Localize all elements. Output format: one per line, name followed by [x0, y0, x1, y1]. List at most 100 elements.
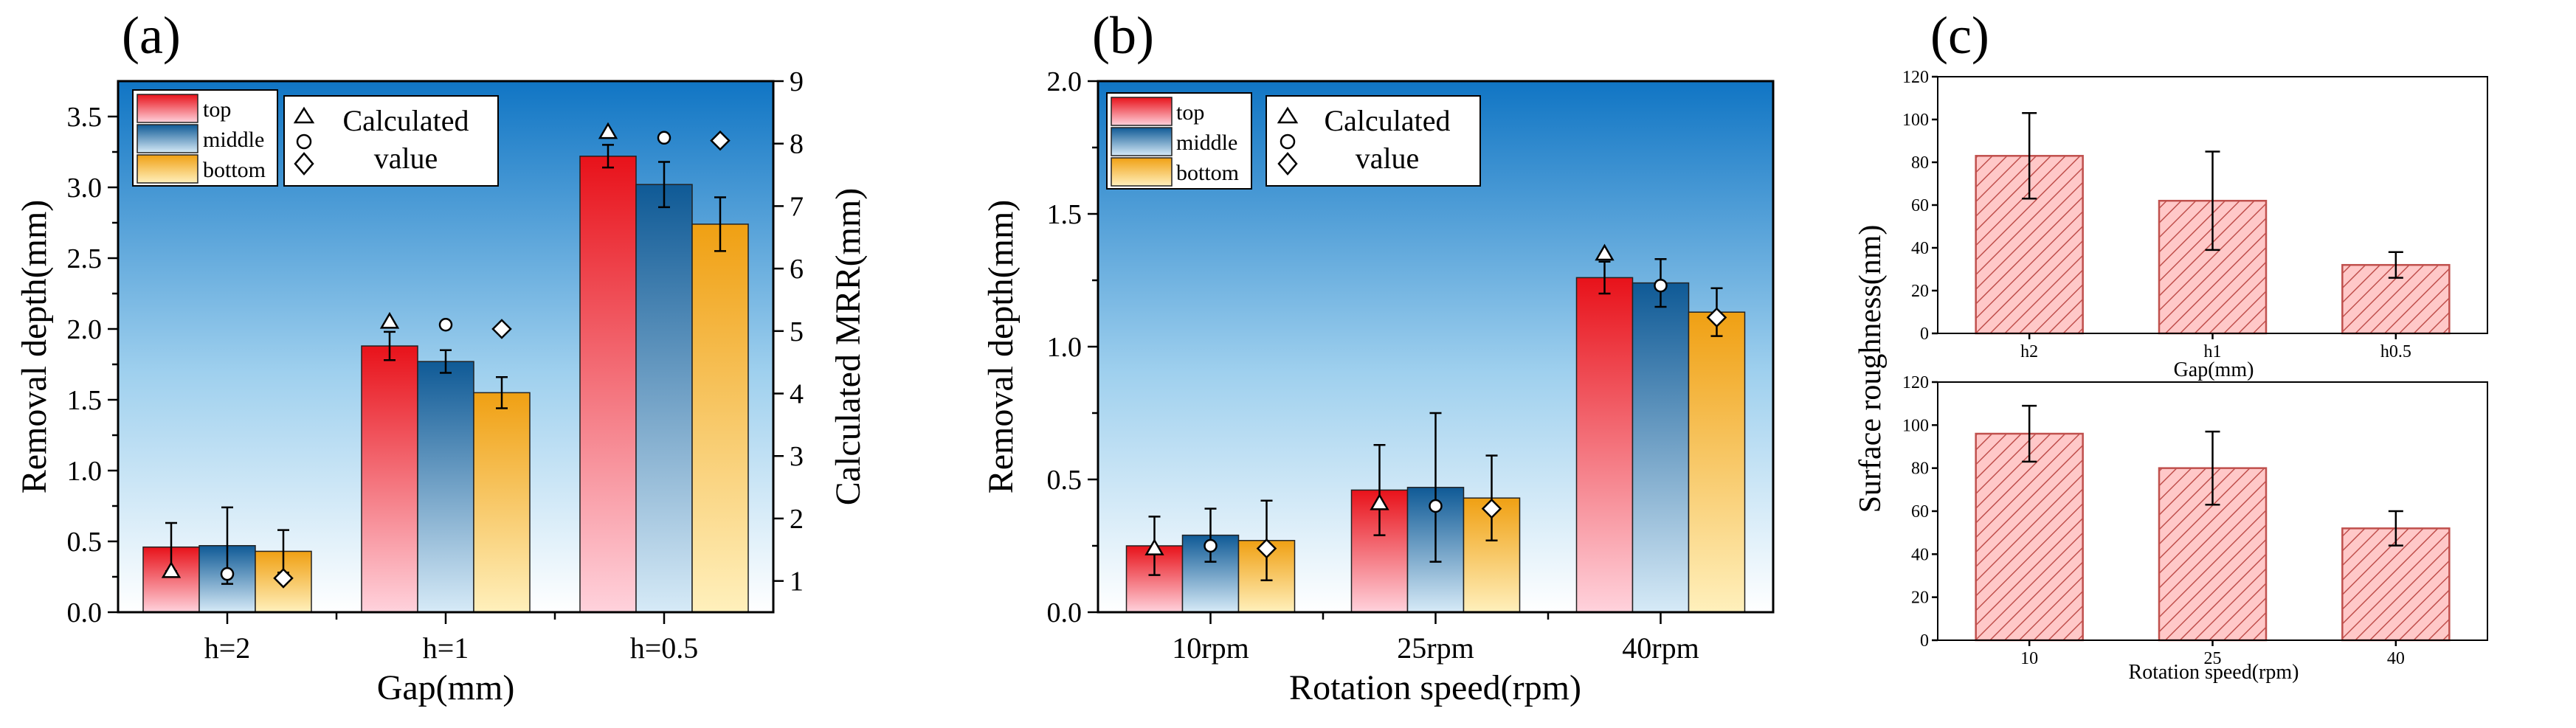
- c1-error-1: [2205, 150, 2220, 252]
- legend-a-top-label: top: [203, 97, 231, 122]
- a-y2tick-label-4: 5: [790, 316, 804, 347]
- legend-a-circle-marker: [296, 134, 312, 150]
- b-ytick-label-3: 1.5: [1047, 199, 1082, 230]
- legend-b-bottom-swatch: [1111, 157, 1173, 187]
- b-axis-frame: [1097, 80, 1775, 614]
- a-xtick-label-2: h=0.5: [630, 631, 699, 665]
- b-ytick-label-1: 0.5: [1047, 465, 1082, 496]
- panel-c2-xlabel: Rotation speed(rpm): [2129, 661, 2299, 684]
- a-calc-marker-top-0: [161, 561, 182, 578]
- a-y2tick-label-6: 7: [790, 191, 804, 222]
- c2-ytick-label-0: 0: [1920, 631, 1929, 651]
- a-calc-marker-top-2: [598, 122, 618, 139]
- c1-ytick-label-0: 0: [1920, 325, 1929, 344]
- b-bar-middle-2: [1631, 282, 1690, 613]
- a-axis-frame: [117, 80, 775, 614]
- c2-error-2: [2388, 510, 2403, 547]
- c2-xtick-label-0: 10: [2020, 649, 2038, 668]
- a-calc-marker-bottom-2: [710, 130, 731, 151]
- b-ytick-label-0: 0.0: [1047, 597, 1082, 628]
- panel-label-b: (b): [1092, 6, 1154, 65]
- a-ytick-label-3: 1.5: [67, 385, 103, 416]
- b-xtick-label-1: 25rpm: [1397, 631, 1474, 665]
- a-error-top-1: [384, 330, 396, 361]
- a-y2tick-label-2: 3: [790, 441, 804, 472]
- a-xtick-label-0: h=2: [204, 631, 251, 665]
- a-bar-bottom-2: [691, 223, 749, 613]
- a-calc-marker-bottom-1: [491, 319, 512, 339]
- legend-b-circle-marker: [1280, 134, 1296, 150]
- legend-b-middle-label: middle: [1176, 131, 1237, 155]
- legend-a-calc-label-2: value: [374, 142, 438, 175]
- b-calc-marker-middle-2: [1654, 278, 1668, 293]
- panel-b-ylabel: Removal depth(mm): [981, 200, 1021, 494]
- a-bar-top-2: [579, 156, 637, 613]
- panel-label-c: (c): [1930, 6, 1989, 65]
- a-y2tick-label-5: 6: [790, 254, 804, 285]
- b-bar-bottom-2: [1688, 311, 1746, 613]
- b-calc-marker-bottom-0: [1256, 538, 1277, 559]
- b-error-top-1: [1373, 443, 1386, 536]
- legend-a-middle-swatch: [137, 124, 198, 153]
- c2-axis-frame: [1937, 381, 2488, 641]
- a-ytick-label-6: 3.0: [67, 173, 103, 204]
- b-xtick-label-2: 40rpm: [1622, 631, 1699, 665]
- a-bar-middle-1: [417, 361, 474, 613]
- c1-error-2: [2388, 251, 2403, 279]
- c2-xtick-label-2: 40: [2387, 649, 2405, 668]
- panel-c-chart: h2 h1 h0.5 0 20 40 60 80 100 120 Gap(mm) 10 25 40 0 2…: [1854, 68, 2488, 684]
- b-calc-marker-top-0: [1144, 538, 1164, 555]
- a-xtick-label-1: h=1: [423, 631, 469, 665]
- c1-ytick-label-3: 60: [1911, 196, 1929, 215]
- legend-a-diamond-marker: [294, 152, 314, 176]
- legend-b-bottom-label: bottom: [1176, 161, 1239, 185]
- c2-ytick-label-3: 60: [1911, 502, 1929, 521]
- legend-a-top-swatch: [137, 94, 198, 123]
- legend-b-diamond-marker: [1277, 152, 1298, 176]
- a-ytick-label-4: 2.0: [67, 314, 103, 345]
- panel-label-a: (a): [122, 6, 181, 65]
- panel-b-chart: 10rpm 25rpm 40rpm 0.0 0.5 1.0 1.5 2.0 Removal d…: [981, 66, 1775, 707]
- a-ytick-label-2: 1.0: [67, 456, 103, 487]
- b-error-top-2: [1598, 260, 1611, 295]
- c2-ytick-label-6: 120: [1902, 373, 1929, 392]
- b-error-bottom-1: [1485, 454, 1498, 542]
- b-calc-marker-bottom-1: [1481, 498, 1502, 519]
- b-error-middle-0: [1204, 507, 1217, 563]
- legend-b-middle-swatch: [1111, 127, 1173, 156]
- a-error-top-2: [602, 144, 614, 169]
- legend-b-top-swatch: [1111, 97, 1173, 126]
- panel-a-xlabel: Gap(mm): [377, 668, 515, 707]
- b-ytick-label-2: 1.0: [1047, 332, 1082, 363]
- panel-a-chart: h=2 h=1 h=0.5 0.0 0.5 1.0 1.5 2.0 2.5 3.0 3.5 1 2 3 4 5…: [15, 66, 868, 707]
- c2-error-0: [2022, 404, 2037, 463]
- panel-a-legend: top middle bottom Calculated value: [132, 89, 499, 187]
- legend-a-triangle-marker: [293, 106, 315, 124]
- c1-error-0: [2022, 112, 2037, 200]
- c2-ytick-label-5: 100: [1902, 416, 1929, 435]
- legend-b-calc-label-2: value: [1356, 142, 1420, 175]
- a-calc-marker-middle-1: [438, 317, 453, 332]
- c2-ytick-label-2: 40: [1911, 545, 1929, 564]
- a-calc-marker-middle-2: [657, 131, 671, 145]
- a-ytick-label-1: 0.5: [67, 527, 103, 558]
- b-calc-marker-middle-0: [1204, 538, 1218, 553]
- a-error-bottom-1: [496, 376, 508, 409]
- panel-a-y2label: Calculated MRR(mm): [829, 188, 868, 506]
- c1-xtick-label-0: h2: [2020, 342, 2038, 361]
- b-ytick-label-4: 2.0: [1047, 66, 1082, 97]
- a-calc-marker-top-1: [379, 311, 400, 329]
- b-calc-marker-top-1: [1370, 493, 1389, 510]
- c1-ytick-label-4: 80: [1911, 153, 1929, 173]
- a-error-middle-2: [658, 161, 670, 209]
- c1-ytick-label-5: 100: [1902, 111, 1929, 130]
- b-calc-marker-top-2: [1595, 243, 1615, 261]
- c1-ytick-label-1: 20: [1911, 282, 1929, 301]
- b-xtick-label-0: 10rpm: [1172, 631, 1249, 665]
- panel-b-legend: top middle bottom Calculated value: [1106, 92, 1481, 190]
- c2-ytick-label-4: 80: [1911, 460, 1929, 479]
- a-bar-middle-2: [635, 184, 693, 613]
- a-y2tick-label-7: 8: [790, 129, 804, 160]
- a-bar-bottom-1: [473, 392, 531, 613]
- a-calc-marker-bottom-0: [273, 568, 294, 589]
